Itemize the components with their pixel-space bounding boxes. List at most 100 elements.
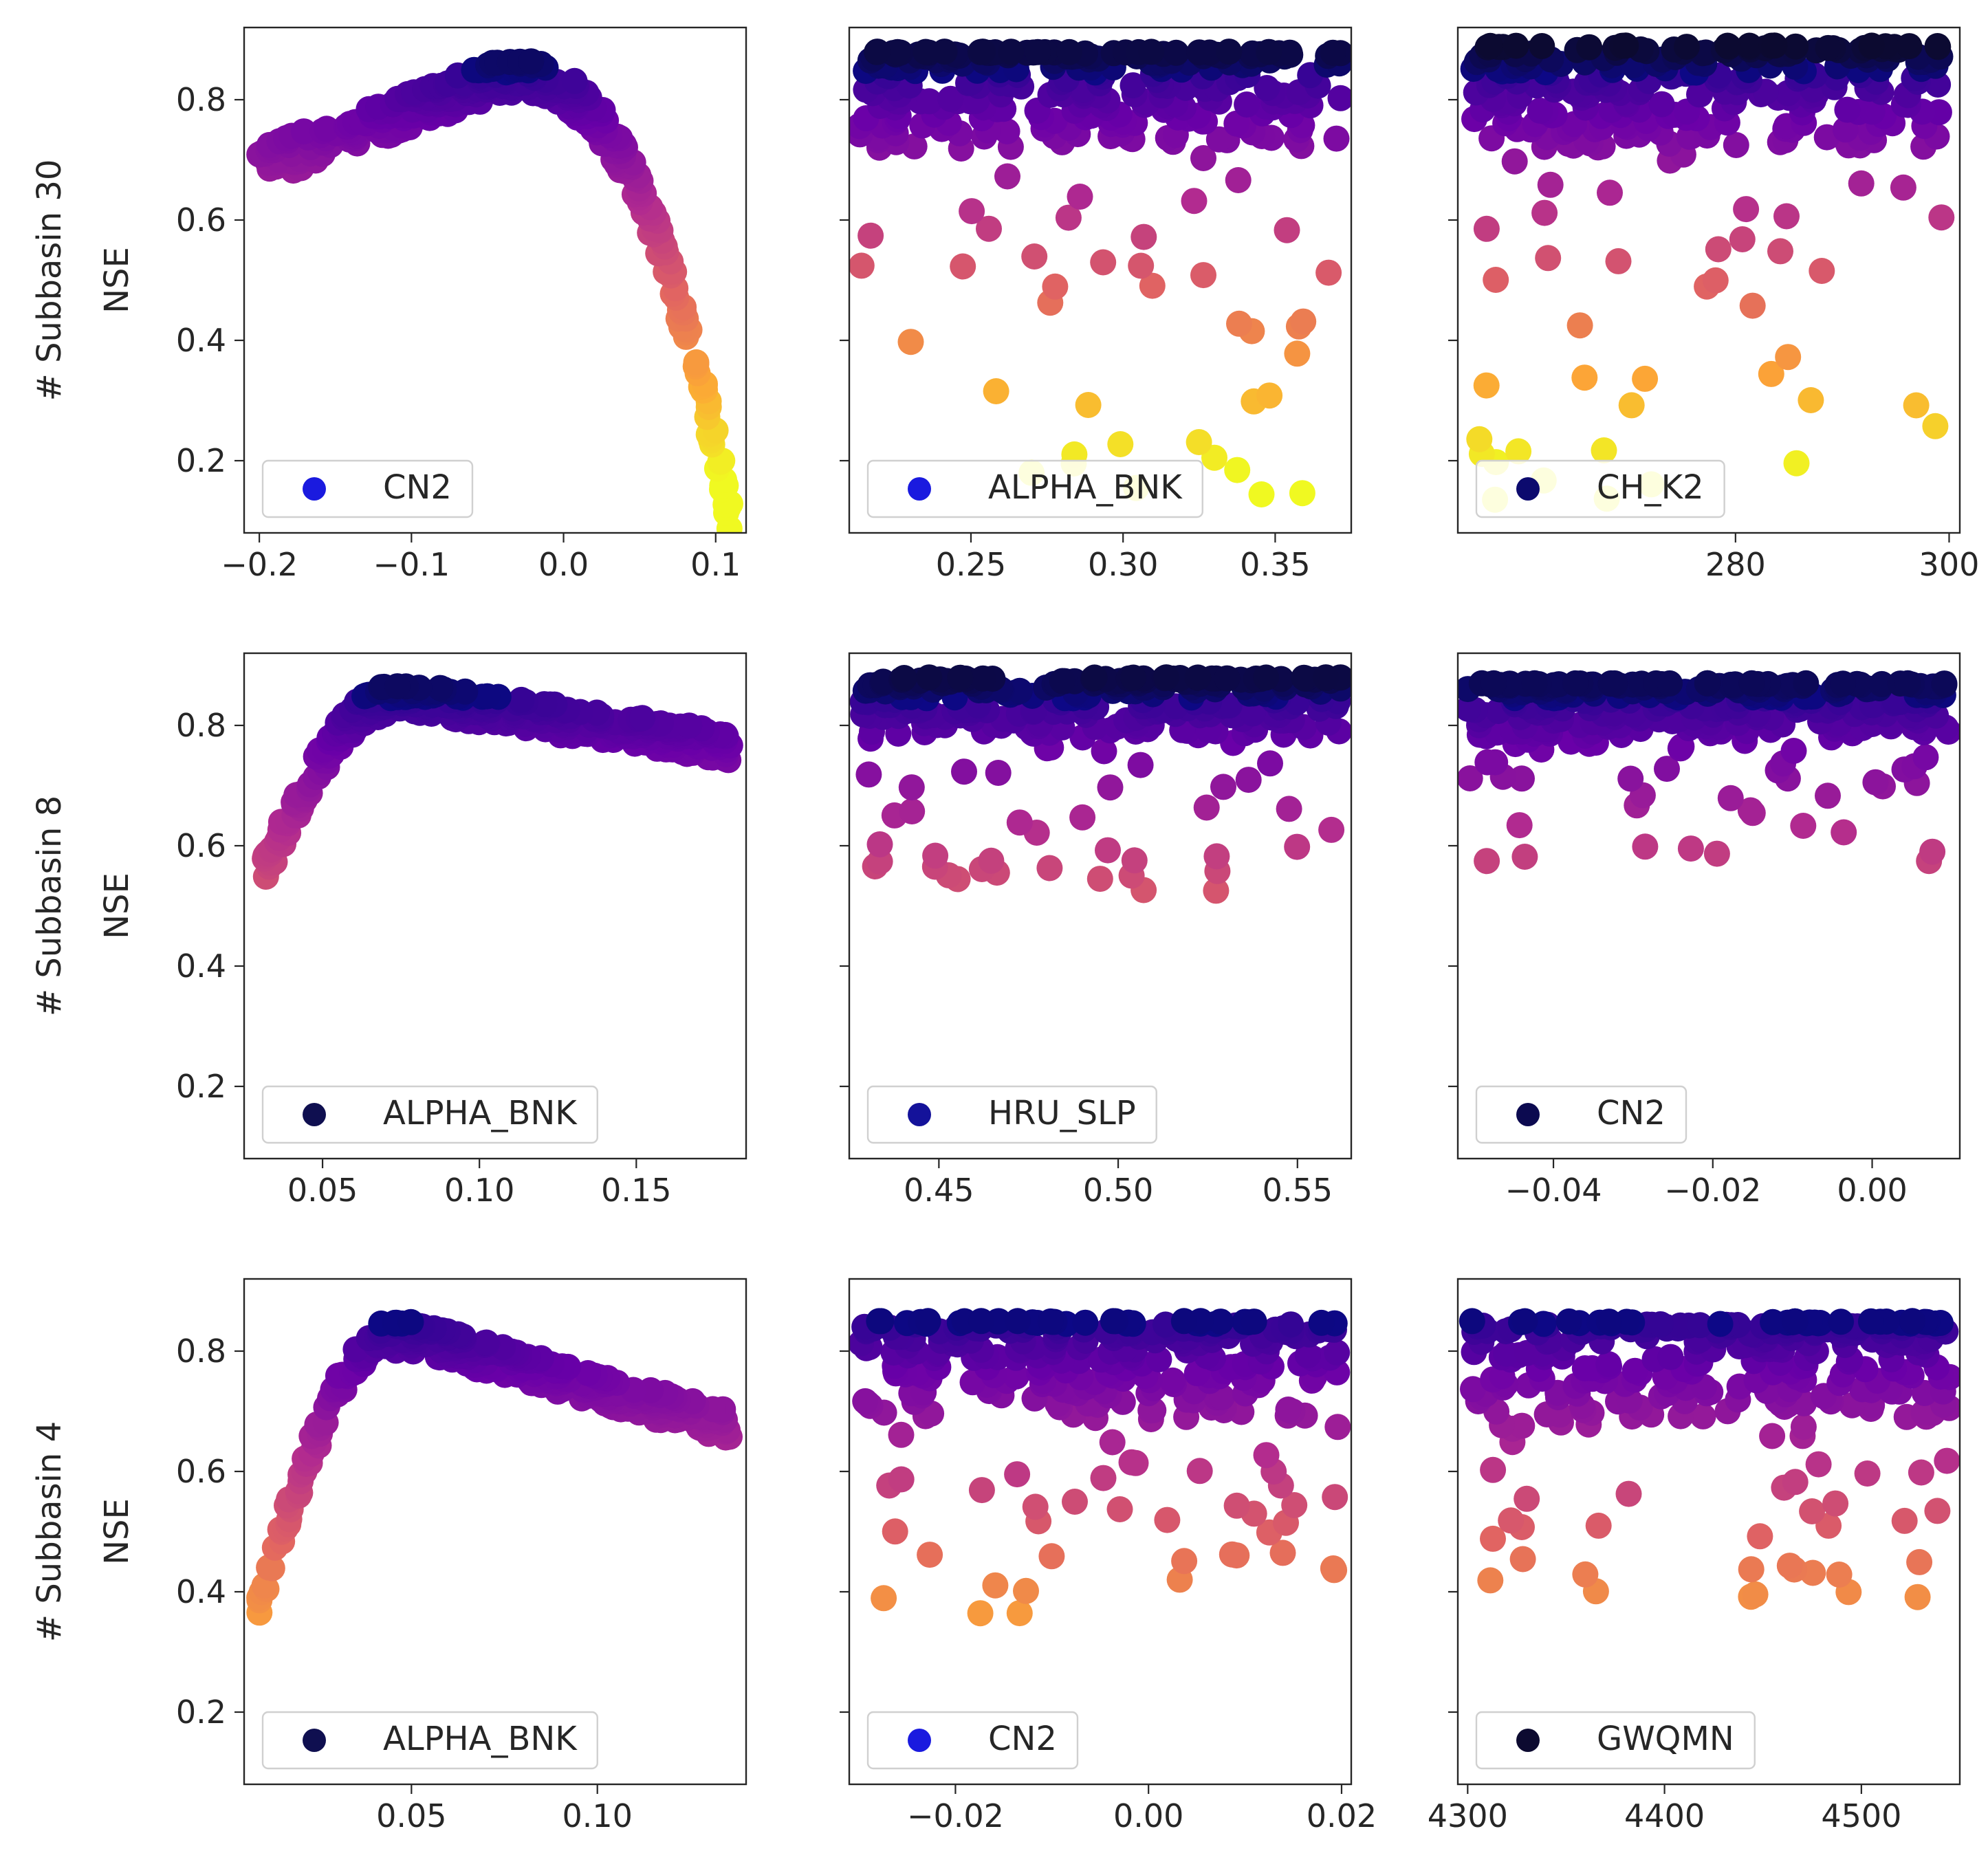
scatter-point: [1922, 413, 1949, 439]
scatter-point: [1003, 1363, 1029, 1390]
legend-box: [261, 1085, 598, 1144]
scatter-point: [1912, 744, 1939, 771]
panel-2-0-frame: [243, 1278, 747, 1786]
scatter-point: [1862, 769, 1889, 796]
scatter-point: [1714, 32, 1741, 59]
scatter-point: [1153, 664, 1180, 691]
scatter-point: [998, 39, 1025, 65]
scatter-point: [1511, 844, 1538, 870]
scatter-point: [1208, 1308, 1234, 1335]
scatter-point: [1531, 199, 1558, 226]
x-tick-label: 0.35: [1240, 546, 1310, 583]
scatter-point: [1248, 481, 1275, 507]
scatter-point: [1225, 167, 1252, 193]
legend-label: ALPHA_BNK: [988, 468, 1183, 507]
scatter-point: [1171, 1548, 1198, 1575]
panel-0-1-legend: ALPHA_BNK: [866, 459, 1203, 518]
scatter-point: [384, 673, 411, 700]
scatter-point: [1595, 1351, 1622, 1377]
scatter-point: [1466, 426, 1493, 452]
scatter-point: [290, 118, 317, 145]
scatter-point: [1224, 457, 1251, 483]
panel-1-1: 0.45 0.50 0.55 HRU_SLP: [840, 652, 1353, 1209]
legend-label: CH_K2: [1597, 468, 1704, 507]
scatter-point: [985, 760, 1012, 786]
scatter-point: [1234, 91, 1260, 118]
panel-0-0-legend: CN2: [261, 459, 474, 518]
scatter-point: [1256, 39, 1282, 65]
scatter-point: [1121, 847, 1148, 874]
scatter-point: [1859, 98, 1886, 125]
x-tick-label: −0.1: [373, 546, 450, 583]
scatter-point: [1239, 700, 1266, 727]
scatter-point: [1038, 1543, 1065, 1570]
scatter-point: [1480, 1456, 1507, 1483]
scatter-point: [947, 664, 974, 691]
scatter-point: [1458, 695, 1481, 722]
legend-box: [1475, 459, 1725, 518]
scatter-point: [1826, 1562, 1853, 1588]
scatter-point: [1891, 1507, 1918, 1534]
scatter-point: [1890, 174, 1916, 201]
x-tick-label: 4400: [1624, 1797, 1705, 1834]
scatter-point: [1276, 796, 1302, 822]
scatter-point: [1498, 1507, 1525, 1534]
scatter-point: [968, 1308, 994, 1335]
scatter-point: [916, 88, 943, 115]
legend-marker: [1516, 1103, 1540, 1126]
scatter-point: [1793, 670, 1820, 697]
x-tick-label: 0.00: [1113, 1797, 1183, 1834]
scatter-point: [1315, 259, 1342, 286]
scatter-point: [866, 831, 893, 857]
scatter-point: [1308, 1309, 1335, 1336]
x-tick-label: 0.50: [1083, 1172, 1153, 1209]
scatter-point: [1313, 664, 1340, 691]
scatter-point: [1037, 1308, 1064, 1335]
scatter-point: [970, 665, 996, 692]
scatter-point: [1602, 670, 1628, 697]
scatter-point: [1509, 1546, 1536, 1573]
scatter-point: [931, 39, 958, 65]
scatter-point: [1493, 1340, 1520, 1367]
scatter-point: [1049, 668, 1075, 694]
y-tick-label: 0.4: [176, 948, 226, 985]
y-tick-label: 0.4: [176, 1573, 226, 1610]
scatter-point: [1894, 670, 1921, 697]
scatter-point: [427, 675, 454, 701]
scatter-point: [1214, 665, 1241, 692]
panel-2-1-legend: CN2: [866, 1711, 1079, 1770]
panel-0-0: −0.2 −0.1 0.0 0.1 0.2 0.4 0.6 0.8 NSE # Subbasin …: [30, 26, 747, 583]
scatter-point: [917, 1542, 943, 1568]
scatter-point: [1128, 252, 1155, 279]
panel-2-0-legend: ALPHA_BNK: [261, 1711, 598, 1770]
scatter-point: [898, 774, 925, 801]
x-tick-label: −0.2: [221, 546, 298, 583]
scatter-point: [1615, 1480, 1642, 1507]
panel-0-1-points: [849, 39, 1351, 507]
scatter-point: [1924, 33, 1951, 59]
scatter-point: [1483, 267, 1509, 293]
scatter-point: [1275, 1396, 1302, 1423]
panel-1-1-points: [849, 664, 1351, 904]
scatter-point: [1106, 1496, 1133, 1522]
scatter-point: [1928, 204, 1955, 231]
legend-box: [261, 459, 474, 518]
scatter-point: [1834, 96, 1861, 123]
legend-box: [1475, 1085, 1687, 1144]
scatter-point: [1086, 866, 1113, 892]
scatter-point: [1006, 809, 1033, 836]
panel-0-1-frame: [848, 26, 1353, 534]
scatter-point: [452, 678, 479, 705]
scatter-point: [1729, 226, 1756, 252]
scatter-point: [1099, 1429, 1126, 1456]
scatter-point: [1503, 32, 1529, 59]
legend-marker: [1516, 1729, 1540, 1752]
scatter-point: [1210, 774, 1236, 800]
legend-box: [866, 459, 1203, 518]
scatter-point: [1170, 1308, 1197, 1335]
scatter-point: [1185, 664, 1212, 691]
scatter-point: [976, 215, 1002, 242]
scatter-point: [1139, 272, 1166, 299]
scatter-point: [1506, 812, 1533, 839]
scatter-point: [1477, 1567, 1504, 1594]
